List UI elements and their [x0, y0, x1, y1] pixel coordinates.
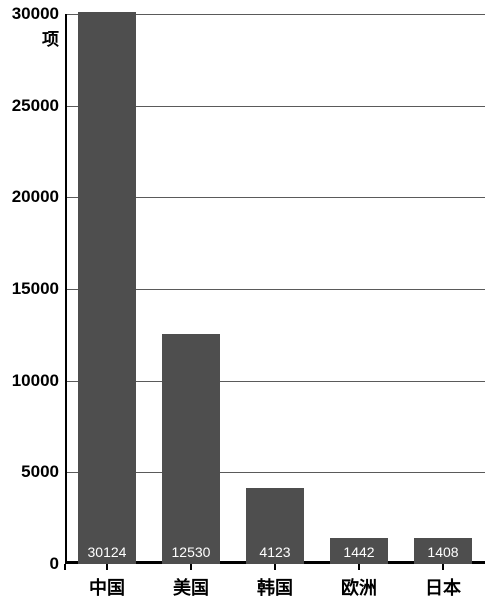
bar: 1442 — [330, 538, 387, 564]
bar-value-label: 12530 — [162, 544, 219, 560]
bar: 4123 — [246, 488, 303, 564]
bar: 30124 — [78, 12, 135, 564]
x-axis-label: 欧洲 — [317, 574, 401, 600]
x-axis-label: 中国 — [65, 574, 149, 600]
y-tick-label: 30000 — [12, 4, 65, 24]
bar-value-label: 1442 — [330, 544, 387, 560]
x-tick-mark — [106, 564, 108, 570]
y-tick-label: 5000 — [21, 462, 65, 482]
bar-chart: 0 5000 10000 15000 20000 25000 30000项 30124 1253… — [0, 0, 500, 609]
plot-inner: 050001000015000200002500030000项301241253… — [65, 14, 485, 564]
y-axis-unit-label: 项 — [42, 25, 65, 50]
bar-value-label: 1408 — [414, 544, 471, 560]
y-tick-label: 0 — [50, 554, 65, 574]
y-tick-label: 20000 — [12, 187, 65, 207]
x-axis-label: 韩国 — [233, 574, 317, 600]
bar-value-label: 30124 — [78, 544, 135, 560]
x-tick-mark — [442, 564, 444, 570]
y-axis-line — [65, 14, 67, 564]
bar-value-label: 4123 — [246, 544, 303, 560]
bar: 12530 — [162, 334, 219, 564]
plot-area: 050001000015000200002500030000项301241253… — [65, 14, 485, 564]
y-tick-label: 15000 — [12, 279, 65, 299]
y-tick-label: 10000 — [12, 371, 65, 391]
x-tick-mark — [358, 564, 360, 570]
x-tick-mark — [274, 564, 276, 570]
x-axis-label: 日本 — [401, 574, 485, 600]
x-tick-mark — [190, 564, 192, 570]
x-axis-label: 美国 — [149, 574, 233, 600]
bar: 1408 — [414, 538, 471, 564]
x-tick-mark — [64, 564, 66, 570]
y-tick-label: 25000 — [12, 96, 65, 116]
